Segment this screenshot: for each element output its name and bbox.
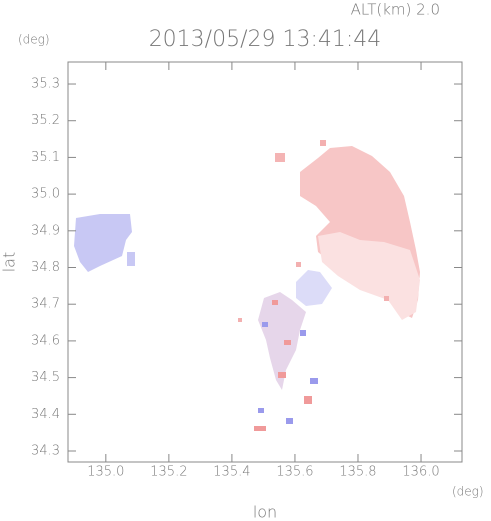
- echo-region: [258, 292, 306, 390]
- echo-region: [74, 214, 132, 272]
- echo-region: [320, 140, 326, 146]
- y-tick-label: 35.3: [31, 77, 60, 92]
- echo-region: [318, 232, 420, 320]
- y-axis-label: lat: [0, 252, 19, 273]
- x-tick-label: 135.2: [150, 465, 187, 480]
- echo-region: [296, 270, 332, 306]
- altitude: ALT(km) 2.0: [351, 1, 440, 19]
- x-tick-label: 135.0: [87, 465, 124, 480]
- y-tick-label: 35.1: [31, 150, 60, 165]
- x-tick-label: 136.0: [402, 465, 439, 480]
- echo-region: [300, 330, 306, 336]
- y-tick-label: 34.8: [31, 260, 60, 275]
- echo-region: [254, 426, 266, 431]
- echo-region: [304, 396, 312, 404]
- echo-region: [384, 296, 389, 301]
- x-tick-label: 135.6: [276, 465, 313, 480]
- y-tick-label: 34.4: [31, 407, 60, 422]
- echo-region: [278, 372, 286, 378]
- plot-frame: [67, 61, 463, 463]
- echo-region: [272, 300, 278, 305]
- y-tick-label: 34.5: [31, 370, 60, 385]
- y-tick-label: 34.6: [31, 333, 60, 348]
- y-tick-label: 34.7: [31, 297, 60, 312]
- echo-region: [262, 322, 268, 327]
- echo: [74, 140, 420, 431]
- echo-region: [275, 153, 285, 162]
- x-tick-label: 135.8: [339, 465, 376, 480]
- echo-region: [238, 318, 242, 322]
- y-unit: (deg): [18, 33, 50, 47]
- echo-region: [127, 252, 135, 266]
- y-tick-label: 35.0: [31, 187, 60, 202]
- echo-region: [258, 408, 264, 413]
- x-unit: (deg): [452, 485, 484, 499]
- x-tick-label: 135.4: [213, 465, 250, 480]
- y-tick-label: 34.9: [31, 223, 60, 238]
- echo-region: [284, 340, 291, 345]
- chart-title: 2013/05/29 13:41:44: [149, 27, 382, 52]
- echo-region: [286, 418, 293, 424]
- echo-region: [296, 262, 301, 267]
- x-axis-label: lon: [253, 503, 277, 521]
- y-tick-label: 34.3: [31, 443, 60, 458]
- echo-region: [310, 378, 318, 384]
- y-tick-label: 35.2: [31, 113, 60, 128]
